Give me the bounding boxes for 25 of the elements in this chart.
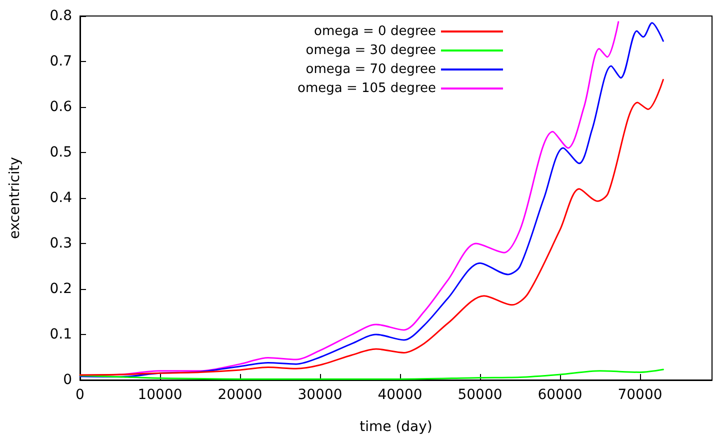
y-tick-label: 0.4 — [50, 190, 72, 206]
y-tick-label: 0.8 — [50, 8, 72, 24]
y-tick-label: 0.3 — [50, 236, 72, 252]
y-tick-label: 0.7 — [50, 54, 72, 70]
legend-label: omega = 105 degree — [298, 81, 436, 96]
y-tick-label: 0.2 — [50, 281, 72, 297]
legend-label: omega = 0 degree — [314, 24, 436, 39]
x-tick-label: 60000 — [538, 387, 582, 403]
y-tick-label: 0.5 — [50, 144, 72, 160]
x-tick-label: 30000 — [298, 387, 342, 403]
line-series — [79, 78, 664, 376]
x-tick-label: 20000 — [218, 387, 262, 403]
y-tick-label: 0 — [63, 372, 72, 388]
x-tick-label: 10000 — [138, 387, 182, 403]
x-tick-label: 70000 — [618, 387, 662, 403]
y-tick-label: 0.1 — [50, 326, 72, 342]
legend-label: omega = 30 degree — [306, 43, 436, 58]
legend-label: omega = 70 degree — [306, 62, 436, 77]
x-tick-label: 50000 — [458, 387, 502, 403]
x-tick-label: 40000 — [378, 387, 422, 403]
line-series — [79, 368, 664, 380]
y-tick-label: 0.6 — [50, 99, 72, 115]
x-axis-title: time (day) — [360, 419, 432, 435]
y-axis-title: excentricity — [7, 156, 23, 240]
x-tick-label: 0 — [76, 387, 84, 403]
